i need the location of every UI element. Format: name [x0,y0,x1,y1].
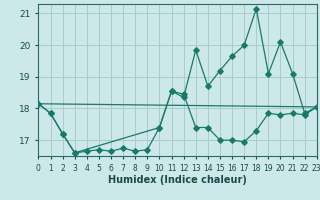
X-axis label: Humidex (Indice chaleur): Humidex (Indice chaleur) [108,175,247,185]
